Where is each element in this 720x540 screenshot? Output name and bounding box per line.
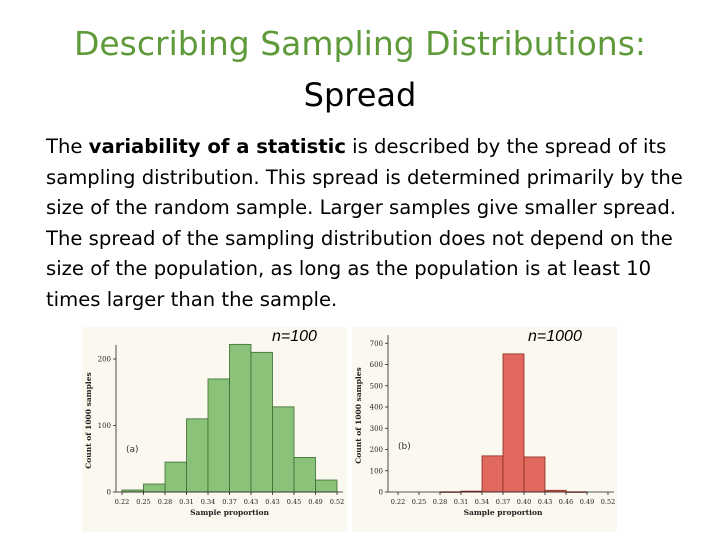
hist-a-y-tick-label-0: 0	[107, 489, 111, 497]
hist-a-bar-3	[186, 418, 209, 493]
histogram-a-n-text: n=100	[272, 328, 317, 345]
hist-a-y-tick-label-100: 100	[98, 422, 111, 430]
hist-b-y-tick-label-600: 600	[370, 361, 383, 369]
hist-a-sub-label: (a)	[126, 445, 139, 455]
hist-b-sub-label: (b)	[398, 442, 411, 452]
hist-a-x-tick-label-9: 0.49	[308, 498, 322, 506]
hist-b-x-tick-label-8: 0.46	[559, 498, 573, 506]
hist-a-bar-9	[315, 479, 338, 493]
histogram-b-n-text: n=1000	[528, 328, 582, 345]
hist-a-x-tick-label-5: 0.37	[222, 498, 236, 506]
hist-a-y-tick-label-200: 200	[98, 355, 111, 363]
hist-b-y-tick-label-300: 300	[370, 425, 383, 433]
hist-a-x-tick-label-10: 0.52	[330, 498, 344, 506]
hist-b-x-tick-label-3: 0.31	[454, 498, 468, 506]
hist-b-bar-5	[502, 353, 525, 493]
paragraph-lead: The	[46, 135, 89, 158]
hist-a-x-tick-label-1: 0.25	[136, 498, 150, 506]
hist-b-y-tick-label-400: 400	[370, 404, 383, 412]
slide-title-line1: Describing Sampling Distributions:	[73, 24, 647, 63]
hist-b-x-tick-label-10: 0.52	[601, 498, 615, 506]
hist-a-bar-7	[272, 406, 295, 493]
hist-a-x-tick-label-4: 0.34	[201, 498, 215, 506]
histogram-panel-b: 0 100 200 300 400 500 600 700 0.22 0.25 0.28 0.31 0.…	[352, 327, 617, 532]
hist-b-bar-6	[523, 456, 546, 493]
histogram-a-n-label: n=100	[272, 328, 317, 346]
hist-b-y-axis-label: Count of 1000 samples	[354, 367, 363, 463]
histogram-b-svg: 0 100 200 300 400 500 600 700 0.22 0.25 0.28 0.31 0.…	[354, 335, 615, 517]
hist-a-bar-6	[250, 351, 273, 493]
hist-a-x-tick-label-6: 0.43	[244, 498, 258, 506]
hist-a-y-axis-label: Count of 1000 samples	[84, 372, 93, 468]
hist-a-x-tick-label-7: 0.43	[265, 498, 279, 506]
histogram-a-svg: 0 100 200 0.22 0.25 0.28 0.31 0.34 0.37 0.43 0.43 0…	[84, 343, 344, 517]
hist-b-bar-4	[481, 455, 504, 493]
hist-b-x-axis-label: Sample proportion	[464, 508, 543, 517]
hist-b-x-tick-label-4: 0.34	[475, 498, 489, 506]
histogram-panel-a: 0 100 200 0.22 0.25 0.28 0.31 0.34 0.37 0.43 0.43 0…	[82, 327, 347, 532]
hist-a-bar-5	[229, 343, 252, 493]
hist-a-bar-8	[293, 457, 316, 493]
hist-b-x-tick-label-6: 0.40	[517, 498, 531, 506]
hist-a-x-axis-label: Sample proportion	[190, 508, 269, 517]
slide-title-line2: Spread	[303, 76, 417, 114]
paragraph-emphasis: variability of a statistic	[88, 135, 346, 158]
hist-b-x-tick-label-2: 0.28	[433, 498, 447, 506]
hist-b-y-tick-label-100: 100	[370, 467, 383, 475]
hist-b-x-tick-label-7: 0.43	[538, 498, 552, 506]
hist-b-y-tick-label-0: 0	[379, 489, 383, 497]
hist-b-y-tick-label-500: 500	[370, 382, 383, 390]
hist-b-y-tick-label-700: 700	[370, 340, 383, 348]
hist-a-bar-4	[207, 378, 230, 493]
histogram-b-n-label: n=1000	[528, 328, 582, 346]
hist-a-bar-2	[164, 461, 187, 493]
paragraph-rest: is described by the spread of its sampli…	[46, 135, 683, 311]
hist-a-x-tick-label-8: 0.45	[287, 498, 301, 506]
hist-b-x-tick-label-9: 0.49	[580, 498, 594, 506]
hist-a-bar-1	[143, 483, 166, 493]
hist-a-x-tick-label-3: 0.31	[179, 498, 193, 506]
hist-b-x-tick-label-1: 0.25	[412, 498, 426, 506]
hist-b-x-tick-label-0: 0.22	[391, 498, 405, 506]
hist-b-x-tick-label-5: 0.37	[496, 498, 510, 506]
hist-b-y-tick-label-200: 200	[370, 446, 383, 454]
hist-a-x-tick-label-2: 0.28	[158, 498, 172, 506]
hist-a-x-tick-label-0: 0.22	[115, 498, 129, 506]
body-paragraph: The variability of a statistic is descri…	[46, 132, 696, 315]
